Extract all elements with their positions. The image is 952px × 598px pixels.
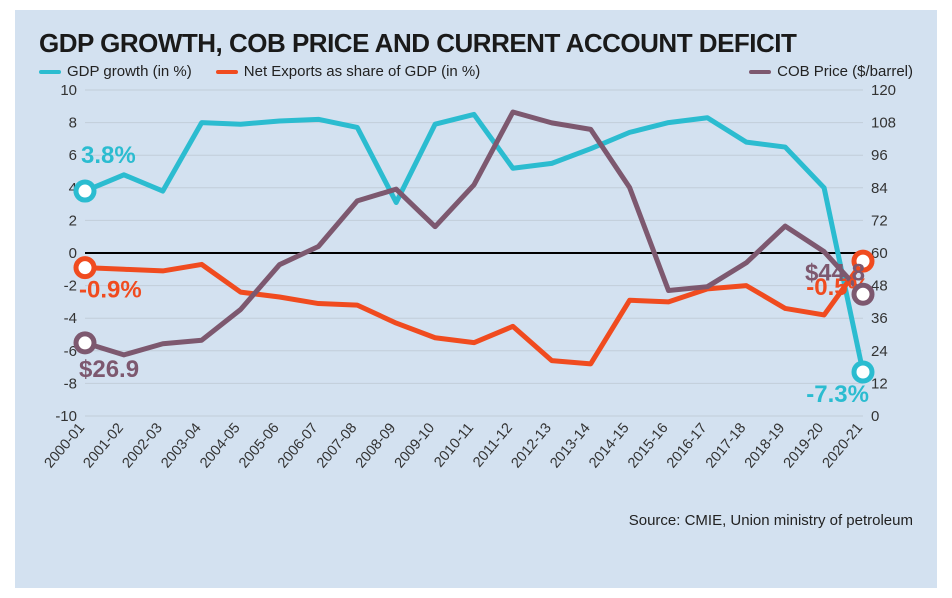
svg-text:72: 72 — [871, 212, 888, 229]
svg-text:24: 24 — [871, 343, 888, 360]
netex-swatch — [216, 70, 238, 74]
svg-text:120: 120 — [871, 84, 896, 99]
svg-text:-0.9%: -0.9% — [79, 277, 142, 304]
cob-legend-label: COB Price ($/barrel) — [777, 63, 913, 80]
svg-text:2013-14: 2013-14 — [547, 420, 593, 471]
legend-item-netex: Net Exports as share of GDP (in %) — [216, 63, 480, 80]
svg-text:2007-08: 2007-08 — [314, 420, 360, 471]
svg-text:2008-09: 2008-09 — [353, 420, 399, 471]
legend-item-cob: COB Price ($/barrel) — [749, 63, 913, 80]
chart-svg: -10-8-6-4-202468100122436486072849610812… — [39, 84, 909, 474]
svg-text:2017-18: 2017-18 — [703, 420, 749, 471]
svg-text:2018-19: 2018-19 — [742, 420, 788, 471]
svg-text:2019-20: 2019-20 — [781, 420, 827, 471]
svg-text:84: 84 — [871, 180, 888, 197]
svg-text:$26.9: $26.9 — [79, 356, 139, 383]
svg-text:6: 6 — [69, 147, 77, 164]
legend: GDP growth (in %) Net Exports as share o… — [39, 63, 913, 80]
svg-text:2009-10: 2009-10 — [392, 420, 438, 471]
svg-text:8: 8 — [69, 115, 77, 132]
cob-swatch — [749, 70, 771, 74]
svg-text:12: 12 — [871, 375, 888, 392]
svg-text:2004-05: 2004-05 — [197, 420, 243, 471]
svg-text:2015-16: 2015-16 — [625, 420, 671, 471]
svg-text:-7.3%: -7.3% — [806, 381, 869, 408]
svg-text:2010-11: 2010-11 — [431, 420, 477, 470]
svg-text:2011-12: 2011-12 — [470, 420, 516, 470]
svg-text:0: 0 — [871, 408, 879, 425]
plot-area: -10-8-6-4-202468100122436486072849610812… — [39, 84, 913, 514]
svg-text:108: 108 — [871, 115, 896, 132]
svg-text:2005-06: 2005-06 — [236, 420, 282, 471]
svg-text:0: 0 — [69, 245, 77, 262]
gdp-legend-label: GDP growth (in %) — [67, 63, 192, 80]
svg-text:3.8%: 3.8% — [81, 142, 136, 169]
svg-text:2012-13: 2012-13 — [508, 420, 554, 471]
svg-text:$44.8: $44.8 — [805, 259, 865, 286]
gdp-swatch — [39, 70, 61, 74]
source-text: Source: CMIE, Union ministry of petroleu… — [39, 512, 913, 529]
svg-text:10: 10 — [60, 84, 77, 99]
svg-text:2003-04: 2003-04 — [158, 420, 204, 471]
svg-text:2002-03: 2002-03 — [119, 420, 165, 471]
legend-item-gdp: GDP growth (in %) — [39, 63, 192, 80]
svg-text:2014-15: 2014-15 — [586, 420, 632, 471]
svg-text:2016-17: 2016-17 — [664, 420, 710, 471]
svg-text:2006-07: 2006-07 — [275, 420, 321, 471]
netex-legend-label: Net Exports as share of GDP (in %) — [244, 63, 480, 80]
svg-text:2000-01: 2000-01 — [42, 420, 88, 471]
chart-container: GDP GROWTH, COB PRICE AND CURRENT ACCOUN… — [15, 10, 937, 588]
svg-text:96: 96 — [871, 147, 888, 164]
chart-title: GDP GROWTH, COB PRICE AND CURRENT ACCOUN… — [39, 28, 913, 59]
svg-text:36: 36 — [871, 310, 888, 327]
svg-text:2020-21: 2020-21 — [820, 420, 866, 471]
svg-text:-4: -4 — [64, 310, 77, 327]
svg-text:2001-02: 2001-02 — [80, 420, 126, 471]
svg-text:2: 2 — [69, 212, 77, 229]
svg-text:-2: -2 — [64, 278, 77, 295]
svg-text:-8: -8 — [64, 375, 77, 392]
